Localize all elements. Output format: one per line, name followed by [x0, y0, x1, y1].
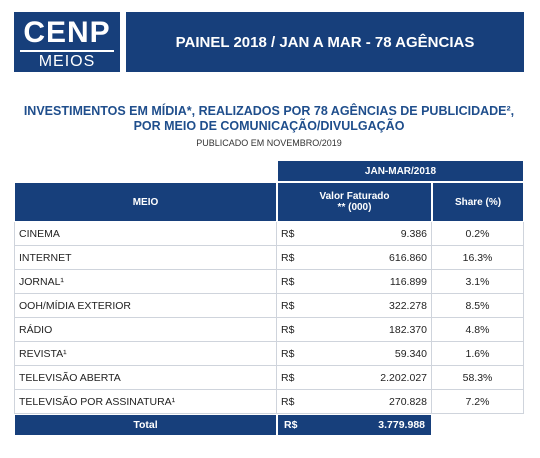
share: 58.3%: [432, 366, 524, 390]
value: 270.828: [337, 390, 432, 414]
currency: R$: [277, 246, 337, 270]
currency: R$: [277, 390, 337, 414]
column-header: Share (%): [432, 182, 524, 222]
share: 16.3%: [432, 246, 524, 270]
logo-name: CENP: [23, 16, 111, 49]
currency: R$: [277, 270, 337, 294]
medium: REVISTA¹: [14, 342, 277, 366]
value: 9.386: [337, 222, 432, 246]
subtitle: PUBLICADO EM NOVEMBRO/2019: [196, 138, 342, 148]
share: 8.5%: [432, 294, 524, 318]
value: 616.860: [337, 246, 432, 270]
medium: CINEMA: [14, 222, 277, 246]
value: 182.370: [337, 318, 432, 342]
share: 0.2%: [432, 222, 524, 246]
currency: R$: [277, 294, 337, 318]
medium: RÁDIO: [14, 318, 277, 342]
currency: R$: [277, 342, 337, 366]
medium: JORNAL¹: [14, 270, 277, 294]
total-currency: R$: [277, 414, 337, 436]
banner: PAINEL 2018 / JAN A MAR - 78 AGÊNCIAS: [126, 12, 524, 72]
share: 3.1%: [432, 270, 524, 294]
share: 1.6%: [432, 342, 524, 366]
currency: R$: [277, 222, 337, 246]
total-label: Total: [14, 414, 277, 436]
currency: R$: [277, 318, 337, 342]
column-header: MEIO: [14, 182, 277, 222]
value: 2.202.027: [337, 366, 432, 390]
medium: TELEVISÃO POR ASSINATURA¹: [14, 390, 277, 414]
share: 7.2%: [432, 390, 524, 414]
total-value: 3.779.988: [337, 414, 432, 436]
value: 322.278: [337, 294, 432, 318]
medium: TELEVISÃO ABERTA: [14, 366, 277, 390]
logo: CENP MEIOS: [14, 12, 120, 72]
title: INVESTIMENTOS EM MÍDIA*, REALIZADOS POR …: [23, 104, 515, 133]
value: 59.340: [337, 342, 432, 366]
period-header: JAN-MAR/2018: [277, 160, 524, 182]
medium: INTERNET: [14, 246, 277, 270]
value: 116.899: [337, 270, 432, 294]
medium: OOH/MÍDIA EXTERIOR: [14, 294, 277, 318]
logo-sub: MEIOS: [20, 50, 114, 71]
column-header: Valor Faturado ** (000): [277, 182, 432, 222]
currency: R$: [277, 366, 337, 390]
share: 4.8%: [432, 318, 524, 342]
